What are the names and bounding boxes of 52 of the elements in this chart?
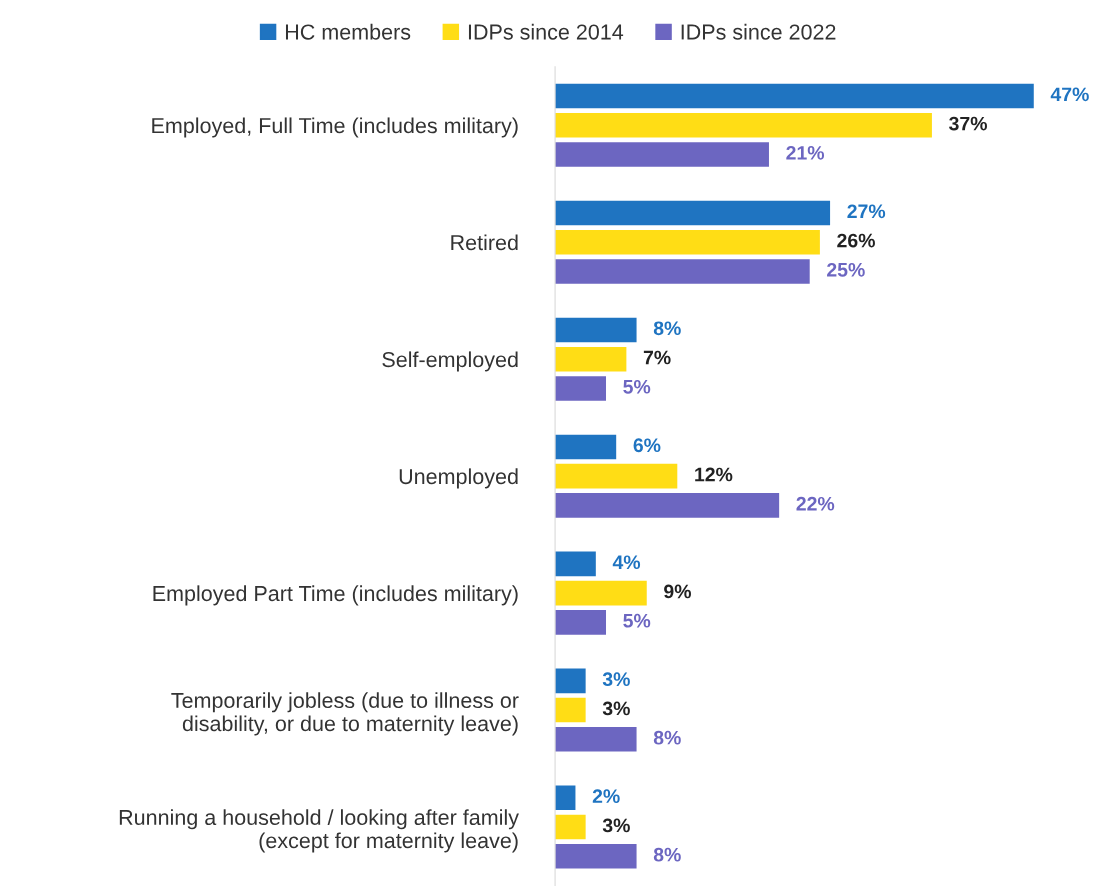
- bar: [555, 610, 607, 635]
- data-label: 8%: [653, 321, 681, 336]
- y-tick-label: Self-employed: [382, 351, 518, 372]
- legend-label: IDPs since 2014: [468, 23, 624, 40]
- data-label: 4%: [612, 555, 641, 570]
- y-tick-label: Employed Part Time (includes military): [153, 585, 518, 606]
- data-label: 21%: [786, 145, 825, 160]
- data-label: 3%: [602, 701, 630, 716]
- y-tick-label: Running a household / looking after family (except for maternity leave): [119, 809, 519, 853]
- data-label: 9%: [664, 584, 691, 599]
- bar: [555, 551, 596, 577]
- data-label: 26%: [837, 233, 875, 248]
- data-label: 5%: [623, 613, 651, 628]
- bar: [555, 727, 637, 752]
- bar: [555, 259, 810, 284]
- bar: [555, 668, 586, 694]
- bar: [555, 434, 617, 460]
- bar: [555, 463, 678, 489]
- data-label: 22%: [796, 496, 835, 511]
- data-label: 7%: [643, 350, 671, 365]
- bar: [555, 580, 647, 606]
- data-label: 3%: [602, 672, 630, 687]
- bar: [555, 317, 637, 343]
- data-label: 47%: [1050, 87, 1089, 102]
- data-label: 37%: [949, 116, 987, 131]
- bar: [555, 844, 637, 869]
- bar: [555, 376, 607, 401]
- data-label: 3%: [602, 818, 630, 833]
- data-label: 25%: [827, 262, 865, 277]
- data-label: 8%: [653, 847, 681, 862]
- bar: [555, 112, 932, 138]
- data-label: 27%: [847, 204, 886, 219]
- bar: [555, 142, 769, 167]
- data-label: 8%: [653, 730, 681, 745]
- y-tick-label: Unemployed: [399, 468, 518, 489]
- data-label: 2%: [592, 789, 620, 803]
- y-tick-label: Employed, Full Time (includes military): [152, 117, 518, 138]
- bar: [555, 814, 586, 840]
- bar: [555, 346, 627, 372]
- y-tick-label: Retired: [451, 234, 518, 251]
- data-label: 5%: [623, 379, 651, 394]
- legend-label: IDPs since 2022: [681, 23, 836, 40]
- y-tick-label: Temporarily jobless (due to illness or disability, or due to maternity leave): [171, 692, 519, 736]
- bar: [555, 229, 820, 255]
- legend-label: HC members: [285, 23, 411, 40]
- bar: [555, 200, 831, 226]
- bar: [555, 697, 586, 723]
- bar: [555, 493, 780, 518]
- bar: [555, 83, 1034, 109]
- data-label: 6%: [633, 438, 661, 453]
- bar: [555, 785, 576, 811]
- data-label: 12%: [695, 467, 733, 482]
